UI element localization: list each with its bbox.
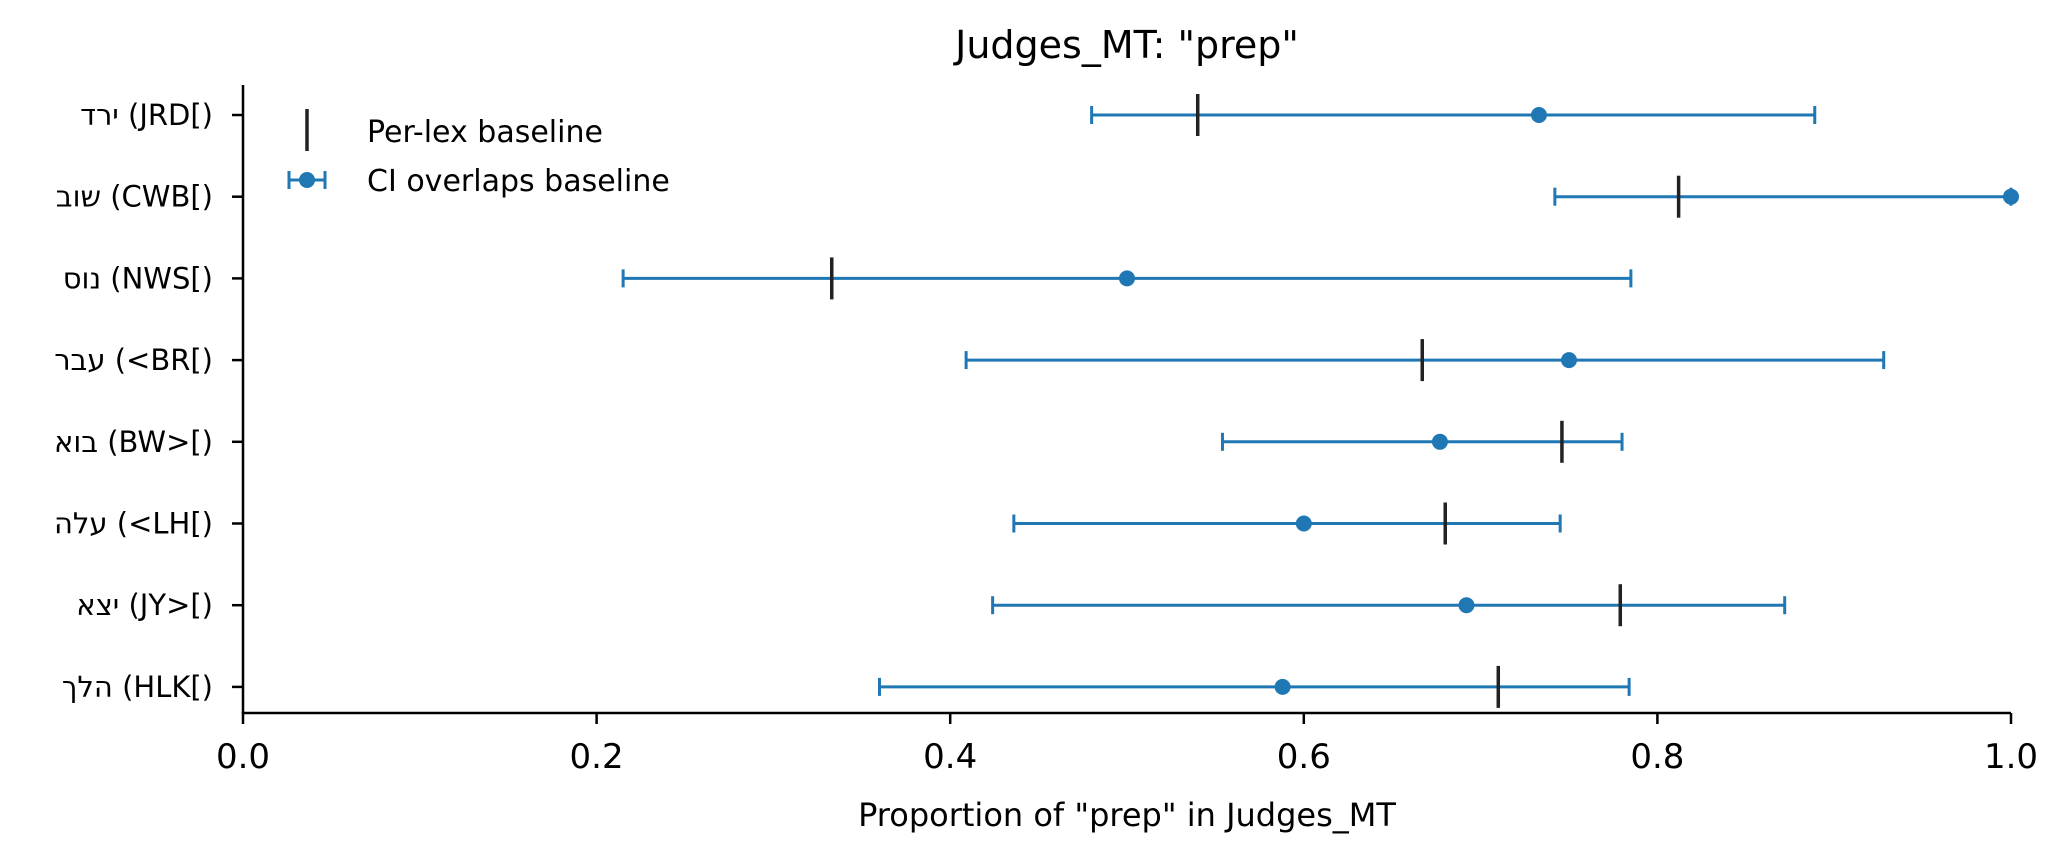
x-tick-label: 0.6 (1277, 737, 1331, 777)
chart-title: Judges_MT: "prep" (953, 23, 1299, 67)
x-axis-label: Proportion of "prep" in Judges_MT (858, 796, 1396, 834)
legend-ci-point (299, 172, 315, 188)
point-estimate (1295, 515, 1312, 532)
plot-area: 0.0 0.2 0.4 0.6 0.8 1.0 ירד (JRD[) שוב (CWB[) נו… (54, 85, 2038, 777)
point-estimate (1458, 597, 1475, 614)
y-tick-label: נוס (NWS[) (63, 261, 213, 295)
x-tick-label: 0.2 (570, 737, 624, 777)
point-estimate (1561, 352, 1577, 369)
x-tick-label: 0.0 (216, 737, 270, 777)
point-estimate (2003, 188, 2019, 205)
point-estimate (1431, 433, 1448, 450)
point-estimate (1119, 270, 1135, 287)
y-tick-label: ירד (JRD[) (80, 98, 213, 132)
y-tick-label: בוא (BW>[) (54, 425, 213, 459)
point-estimate (1274, 678, 1291, 695)
y-tick-label: עלה (<LH[) (54, 507, 213, 541)
y-tick-label: יצא (JY>[) (76, 588, 213, 622)
y-tick-label: שוב (CWB[) (56, 180, 213, 214)
y-tick-label: הלך (HLK[) (62, 670, 213, 704)
legend-baseline-label: Per-lex baseline (367, 115, 603, 150)
y-tick-label: עבר (<BR[) (54, 343, 213, 377)
x-tick-label: 0.4 (923, 737, 977, 777)
x-tick-label: 1.0 (1984, 737, 2038, 777)
legend-ci-label: CI overlaps baseline (367, 164, 670, 199)
legend: Per-lex baseline CI overlaps baseline (287, 109, 670, 199)
point-estimate (1530, 107, 1547, 123)
x-tick-label: 0.8 (1630, 737, 1684, 777)
